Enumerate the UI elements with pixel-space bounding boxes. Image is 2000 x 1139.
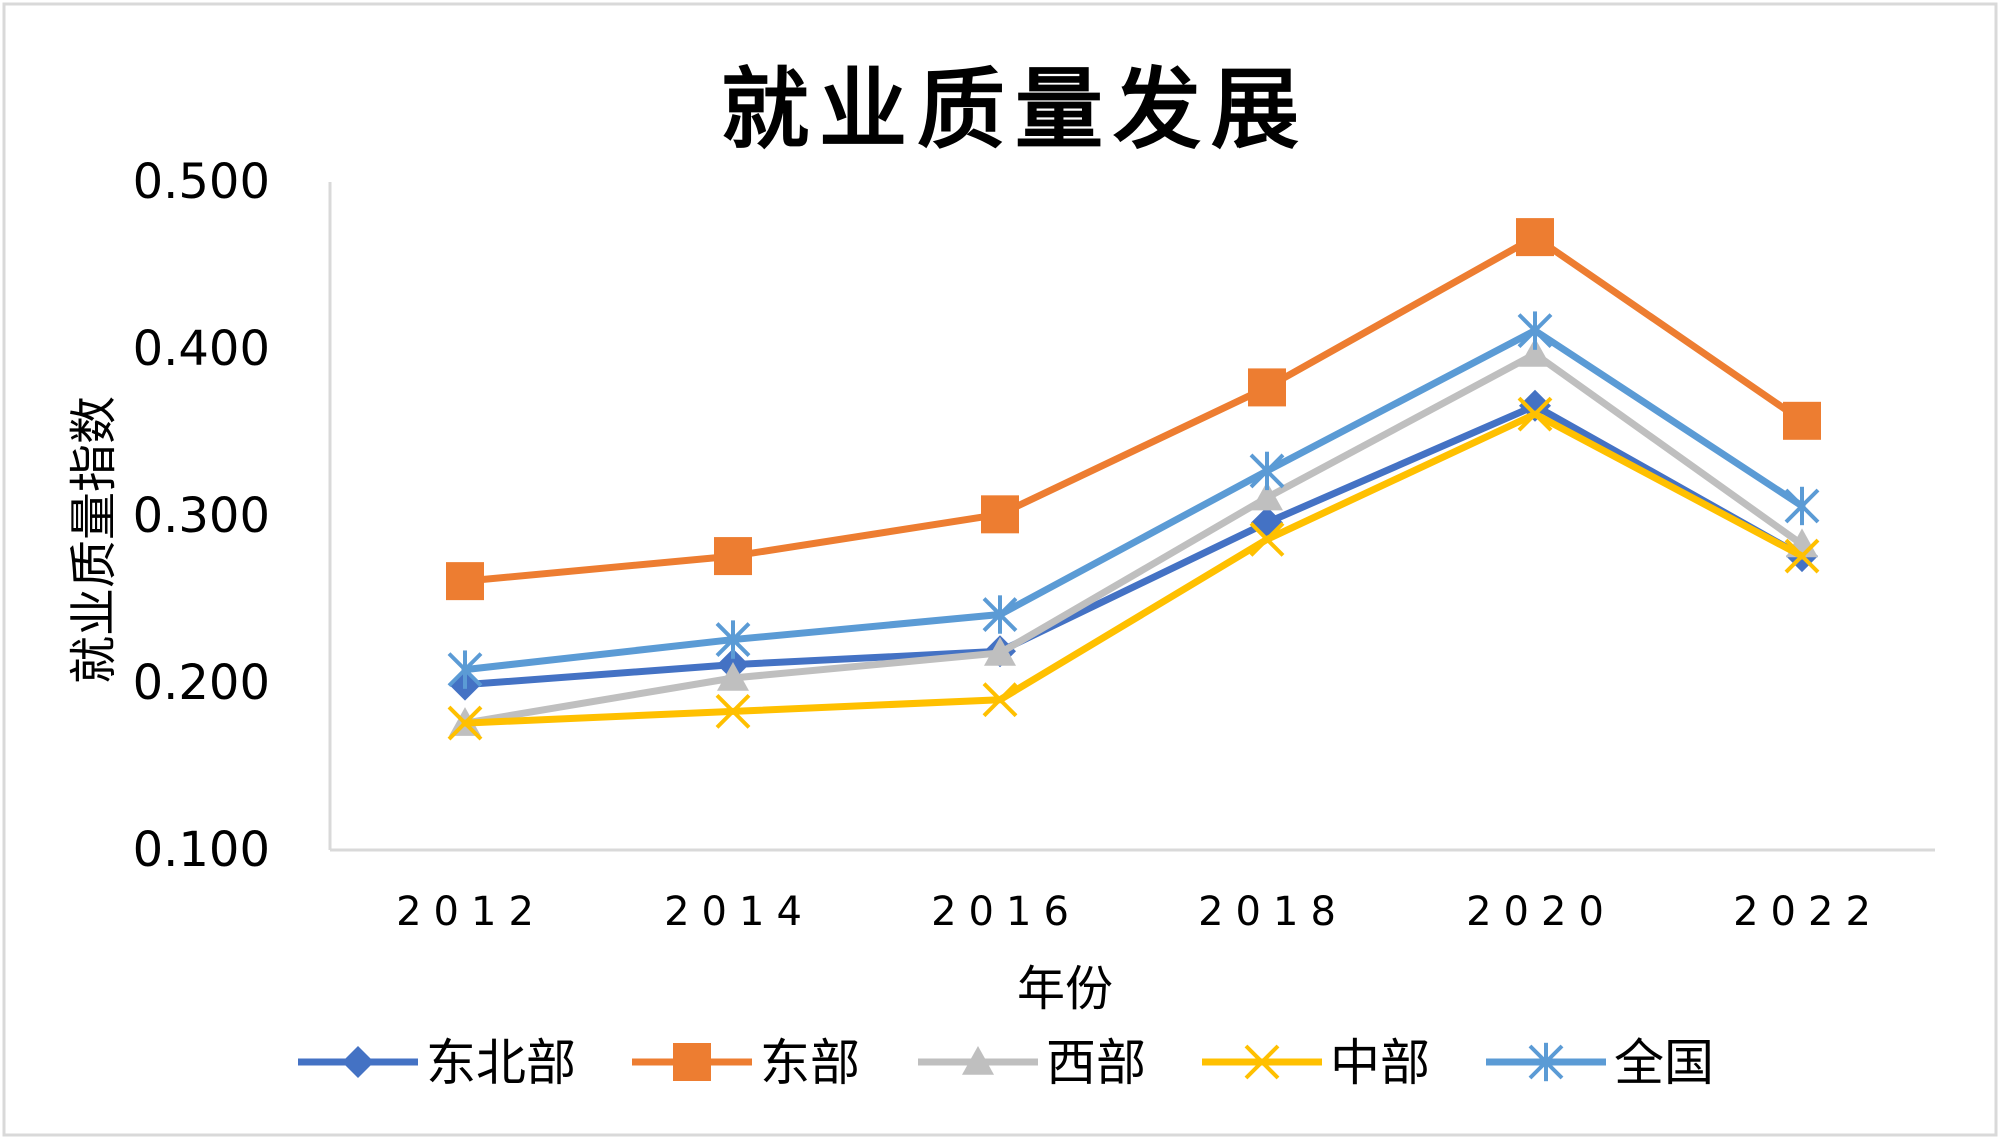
x-tick-label: 2018	[1198, 889, 1348, 935]
data-point-marker	[1528, 1042, 1564, 1082]
marker-stroke	[715, 693, 751, 729]
data-point-marker	[1248, 368, 1286, 407]
data-point-marker	[1784, 486, 1820, 526]
data-point-marker	[447, 705, 483, 741]
data-point-marker	[1517, 396, 1553, 432]
x-tick-label: 2016	[931, 889, 1081, 935]
series-中部	[447, 396, 1820, 741]
marker-stroke	[447, 705, 483, 741]
data-point-marker	[714, 537, 752, 576]
data-point-marker	[1519, 389, 1551, 422]
legend-item: 西部	[918, 1034, 1146, 1092]
legend-item: 全国	[1486, 1034, 1714, 1092]
data-point-marker	[446, 562, 484, 601]
y-tick-label: 0.300	[133, 488, 270, 544]
series-全国	[447, 311, 1820, 689]
legend-label: 东北部	[426, 1034, 576, 1092]
marker-stroke	[1517, 396, 1553, 432]
data-point-marker	[982, 595, 1018, 634]
data-point-marker	[1519, 338, 1551, 367]
data-point-marker	[981, 495, 1019, 534]
series-line	[461, 350, 1806, 727]
marker-stroke	[982, 682, 1018, 718]
legend-item: 东部	[632, 1034, 860, 1092]
series-line	[461, 410, 1806, 727]
x-tick-labels: 2012 2014 2016 2018 2020 2022	[396, 889, 1883, 935]
data-point-marker	[1251, 481, 1283, 511]
legend-item: 中部	[1202, 1034, 1430, 1092]
data-point-marker	[1517, 311, 1553, 350]
y-tick-label: 0.400	[133, 321, 270, 377]
series-line	[461, 327, 1806, 674]
x-tick-label: 2014	[664, 889, 814, 935]
data-point-marker	[1516, 218, 1554, 257]
x-tick-label: 2020	[1466, 889, 1616, 935]
legend-label: 全国	[1614, 1034, 1714, 1092]
data-point-marker	[962, 1046, 994, 1075]
y-axis-title: 就业质量指数	[66, 396, 122, 684]
series-line	[461, 402, 1806, 689]
y-tick-label: 0.200	[133, 655, 270, 711]
marker-stroke	[1784, 538, 1820, 574]
legend-label: 东部	[760, 1034, 860, 1092]
x-axis-title: 年份	[1017, 961, 1113, 1017]
data-point-marker	[673, 1043, 711, 1081]
data-point-marker	[717, 661, 749, 691]
data-point-marker	[1783, 401, 1821, 440]
legend-item: 东北部	[298, 1034, 576, 1092]
data-point-marker	[982, 682, 1018, 718]
legend-label: 西部	[1046, 1034, 1146, 1092]
series-layer	[446, 218, 1821, 741]
x-tick-label: 2022	[1733, 889, 1883, 935]
legend-label: 中部	[1330, 1034, 1430, 1092]
y-tick-label: 0.100	[133, 822, 270, 878]
data-point-marker	[984, 636, 1016, 666]
data-point-marker	[1244, 1044, 1280, 1080]
marker-stroke	[1244, 1044, 1280, 1080]
data-point-marker	[1249, 521, 1285, 557]
chart-title: 就业质量发展	[721, 58, 1309, 161]
data-point-marker	[715, 693, 751, 729]
marker-stroke	[1249, 521, 1285, 557]
data-point-marker	[447, 650, 483, 689]
series-line	[461, 233, 1806, 585]
legend: 东北部 东部 西部 中部 全国	[298, 1034, 1714, 1092]
x-tick-label: 2012	[396, 889, 546, 935]
data-point-marker	[342, 1046, 374, 1078]
series-东部	[446, 218, 1821, 601]
y-tick-labels: 0.500 0.400 0.300 0.200 0.100	[133, 154, 270, 878]
y-tick-label: 0.500	[133, 154, 270, 210]
data-point-marker	[1784, 538, 1820, 574]
data-point-marker	[715, 620, 751, 659]
data-point-marker	[1249, 451, 1285, 491]
